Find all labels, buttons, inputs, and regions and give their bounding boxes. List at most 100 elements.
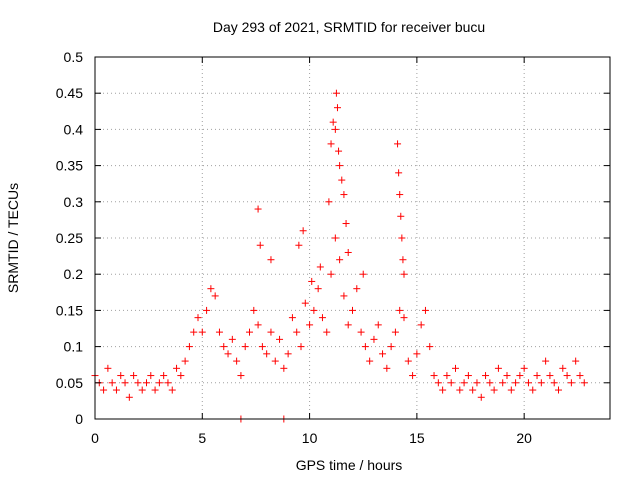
y-tick-label: 0.15 bbox=[56, 302, 83, 318]
x-axis-label: GPS time / hours bbox=[296, 457, 403, 473]
data-point bbox=[241, 343, 249, 351]
data-point bbox=[537, 379, 545, 387]
data-point bbox=[276, 335, 284, 343]
data-point bbox=[220, 343, 228, 351]
data-point bbox=[215, 328, 223, 336]
data-point bbox=[464, 372, 472, 380]
data-point bbox=[316, 263, 324, 271]
data-point bbox=[325, 198, 333, 206]
data-point bbox=[134, 379, 142, 387]
data-point bbox=[396, 306, 404, 314]
data-point bbox=[254, 321, 262, 329]
data-point bbox=[293, 328, 301, 336]
y-tick-label: 0 bbox=[75, 411, 83, 427]
data-point bbox=[342, 220, 350, 228]
data-point bbox=[494, 364, 502, 372]
data-point bbox=[507, 386, 515, 394]
y-tick-label: 0.3 bbox=[64, 194, 84, 210]
data-point bbox=[267, 328, 275, 336]
x-tick-label: 5 bbox=[198, 430, 206, 446]
data-point bbox=[447, 379, 455, 387]
data-point bbox=[430, 372, 438, 380]
x-tick-label: 20 bbox=[516, 430, 532, 446]
data-point bbox=[395, 169, 403, 177]
data-point bbox=[572, 357, 580, 365]
data-point bbox=[267, 256, 275, 264]
data-point bbox=[117, 372, 125, 380]
data-point bbox=[254, 205, 262, 213]
data-point bbox=[295, 241, 303, 249]
data-point bbox=[344, 248, 352, 256]
data-point bbox=[387, 343, 395, 351]
data-point bbox=[456, 386, 464, 394]
data-point bbox=[147, 372, 155, 380]
data-point bbox=[524, 379, 532, 387]
data-point bbox=[344, 321, 352, 329]
data-point bbox=[336, 162, 344, 170]
data-point bbox=[482, 372, 490, 380]
data-point bbox=[490, 386, 498, 394]
data-point bbox=[318, 314, 326, 322]
data-point bbox=[288, 314, 296, 322]
data-point bbox=[323, 328, 331, 336]
x-tick-label: 0 bbox=[91, 430, 99, 446]
data-point bbox=[486, 379, 494, 387]
data-point bbox=[121, 379, 129, 387]
data-point bbox=[469, 386, 477, 394]
data-point bbox=[190, 328, 198, 336]
data-point bbox=[173, 364, 181, 372]
data-point bbox=[391, 328, 399, 336]
data-point bbox=[516, 372, 524, 380]
data-point bbox=[203, 306, 211, 314]
data-point bbox=[563, 372, 571, 380]
data-point bbox=[452, 364, 459, 372]
y-tick-label: 0.2 bbox=[64, 266, 84, 282]
data-point bbox=[299, 227, 307, 235]
data-point bbox=[400, 270, 408, 278]
data-point bbox=[340, 191, 348, 199]
data-point bbox=[185, 343, 193, 351]
data-point bbox=[263, 350, 271, 358]
data-point bbox=[374, 321, 382, 329]
data-point bbox=[246, 328, 253, 336]
data-point bbox=[413, 350, 421, 358]
data-point bbox=[331, 125, 339, 133]
y-tick-label: 0.35 bbox=[56, 158, 83, 174]
data-point bbox=[460, 379, 468, 387]
data-point bbox=[426, 343, 434, 351]
y-tick-label: 0.4 bbox=[64, 121, 84, 137]
data-point bbox=[353, 285, 361, 293]
data-point bbox=[331, 234, 339, 242]
data-point bbox=[335, 147, 343, 155]
data-point bbox=[100, 386, 108, 394]
data-point bbox=[567, 379, 575, 387]
data-point bbox=[177, 372, 185, 380]
data-point bbox=[349, 306, 356, 314]
data-point bbox=[366, 357, 374, 365]
y-tick-label: 0.5 bbox=[64, 49, 84, 65]
data-point bbox=[397, 212, 405, 220]
data-point bbox=[125, 393, 133, 401]
data-point bbox=[228, 335, 236, 343]
data-point bbox=[361, 343, 369, 351]
data-point bbox=[340, 292, 348, 300]
data-point bbox=[370, 335, 378, 343]
data-point bbox=[284, 350, 292, 358]
data-point bbox=[151, 386, 159, 394]
data-point bbox=[327, 140, 335, 148]
data-point bbox=[280, 364, 288, 372]
data-point bbox=[499, 379, 507, 387]
data-point bbox=[398, 234, 406, 242]
data-point bbox=[164, 379, 172, 387]
data-point bbox=[383, 364, 391, 372]
data-point bbox=[473, 379, 481, 387]
data-point bbox=[550, 379, 558, 387]
data-point bbox=[301, 299, 309, 307]
data-point bbox=[108, 379, 116, 387]
data-point bbox=[503, 372, 511, 380]
data-point bbox=[417, 321, 425, 329]
data-point bbox=[542, 357, 550, 365]
y-tick-label: 0.05 bbox=[56, 375, 83, 391]
data-point bbox=[443, 372, 451, 380]
y-axis-label: SRMTID / TECUs bbox=[5, 183, 21, 293]
